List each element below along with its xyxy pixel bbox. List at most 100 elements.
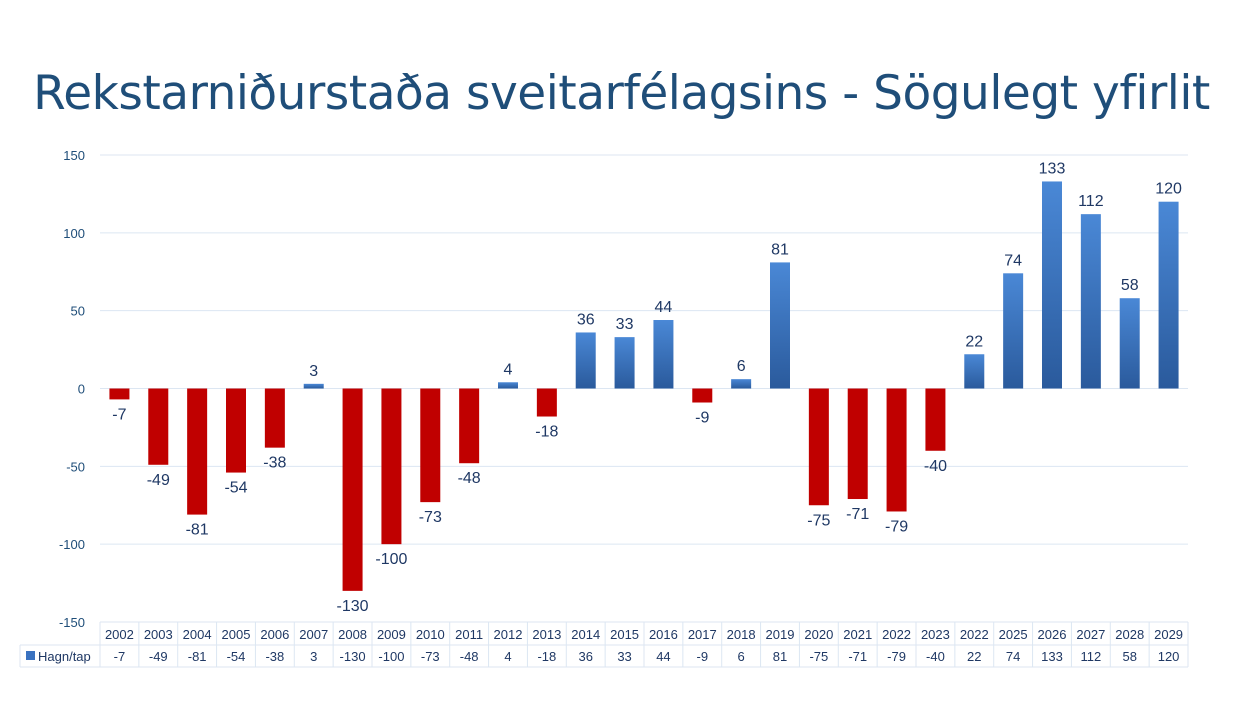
- x-tick-label: 2028: [1115, 627, 1144, 642]
- x-tick-label: 2010: [416, 627, 445, 642]
- table-value: -71: [848, 649, 867, 664]
- bar: [1080, 214, 1101, 389]
- data-label: -73: [419, 509, 442, 526]
- data-label: -49: [147, 472, 170, 489]
- x-tick-label: 2019: [766, 627, 795, 642]
- table-value: -38: [265, 649, 284, 664]
- bar: [808, 388, 829, 506]
- data-label: 36: [577, 311, 595, 328]
- table-value: -100: [378, 649, 404, 664]
- table-value: 33: [617, 649, 631, 664]
- x-tick-label: 2026: [1038, 627, 1067, 642]
- data-label: 58: [1121, 277, 1139, 294]
- table-value: -73: [421, 649, 440, 664]
- bar: [575, 332, 596, 389]
- x-tick-label: 2005: [222, 627, 251, 642]
- data-label: 120: [1155, 181, 1182, 198]
- data-label: 33: [616, 316, 634, 333]
- legend-label: Hagn/tap: [38, 649, 91, 664]
- x-tick-label: 2023: [921, 627, 950, 642]
- x-tick-label: 2007: [299, 627, 328, 642]
- x-tick-label: 2021: [843, 627, 872, 642]
- data-label: 4: [504, 361, 513, 378]
- x-tick-label: 2027: [1076, 627, 1105, 642]
- y-tick-label: -50: [66, 459, 85, 474]
- x-tick-label: 2018: [727, 627, 756, 642]
- data-label: 22: [965, 333, 983, 350]
- bar: [187, 388, 208, 515]
- x-tick-label: 2020: [804, 627, 833, 642]
- y-tick-label: -150: [59, 615, 85, 630]
- x-tick-label: 2025: [999, 627, 1028, 642]
- x-tick-label: 2015: [610, 627, 639, 642]
- data-label: -40: [924, 458, 947, 475]
- x-tick-label: 2004: [183, 627, 212, 642]
- table-value: 112: [1080, 649, 1101, 664]
- y-tick-label: 50: [71, 304, 85, 319]
- table-value: 81: [773, 649, 787, 664]
- bar: [925, 388, 946, 451]
- bar: [420, 388, 441, 503]
- table-value: -75: [809, 649, 828, 664]
- table-value: -130: [340, 649, 366, 664]
- bar: [303, 383, 324, 389]
- bar: [1119, 298, 1140, 389]
- x-tick-label: 2016: [649, 627, 678, 642]
- bar: [1158, 201, 1179, 389]
- table-value: -81: [188, 649, 207, 664]
- x-tick-label: 2029: [1154, 627, 1183, 642]
- table-value: 133: [1041, 649, 1063, 664]
- x-tick-label: 2009: [377, 627, 406, 642]
- bar: [964, 354, 985, 389]
- bar: [342, 388, 363, 591]
- bar: [653, 320, 674, 389]
- table-value: -79: [887, 649, 906, 664]
- data-label: -130: [337, 598, 369, 615]
- data-label: -71: [846, 506, 869, 523]
- bar: [459, 388, 480, 464]
- x-tick-label: 2002: [105, 627, 134, 642]
- data-label: -38: [263, 455, 286, 472]
- table-value: 74: [1006, 649, 1020, 664]
- data-label: -9: [695, 410, 709, 427]
- x-tick-label: 2014: [571, 627, 600, 642]
- table-value: -54: [227, 649, 246, 664]
- table-value: 4: [504, 649, 511, 664]
- bar: [381, 388, 402, 545]
- data-label: -81: [186, 522, 209, 539]
- x-tick-label: 2003: [144, 627, 173, 642]
- data-label: -18: [535, 424, 558, 441]
- bar: [498, 382, 518, 389]
- x-tick-label: 2012: [494, 627, 523, 642]
- bar: [536, 388, 557, 417]
- table-value: 58: [1122, 649, 1136, 664]
- bar: [731, 379, 752, 389]
- table-value: -48: [460, 649, 479, 664]
- bar: [847, 388, 868, 500]
- data-label: 6: [737, 358, 746, 375]
- data-label: -100: [375, 551, 407, 568]
- bar: [614, 337, 635, 389]
- table-value: -9: [697, 649, 709, 664]
- data-label: 133: [1039, 160, 1066, 177]
- chart-title: Rekstarniðurstaða sveitarfélagsins - Sög…: [33, 66, 1210, 121]
- x-tick-label: 2022: [960, 627, 989, 642]
- bar: [1042, 181, 1062, 389]
- data-label: -54: [224, 480, 247, 497]
- data-label: 74: [1004, 252, 1022, 269]
- y-tick-label: 150: [63, 148, 85, 163]
- bar: [886, 388, 907, 512]
- data-label: -75: [807, 512, 830, 529]
- x-tick-label: 2022: [882, 627, 911, 642]
- table-value: 36: [578, 649, 592, 664]
- bar: [1003, 273, 1024, 389]
- table-value: -40: [926, 649, 945, 664]
- y-tick-label: -100: [59, 537, 85, 552]
- x-tick-label: 2017: [688, 627, 717, 642]
- bar: [226, 388, 246, 473]
- table-value: 3: [310, 649, 317, 664]
- x-tick-label: 2006: [260, 627, 289, 642]
- x-tick-label: 2008: [338, 627, 367, 642]
- table-value: 44: [656, 649, 670, 664]
- x-tick-label: 2013: [532, 627, 561, 642]
